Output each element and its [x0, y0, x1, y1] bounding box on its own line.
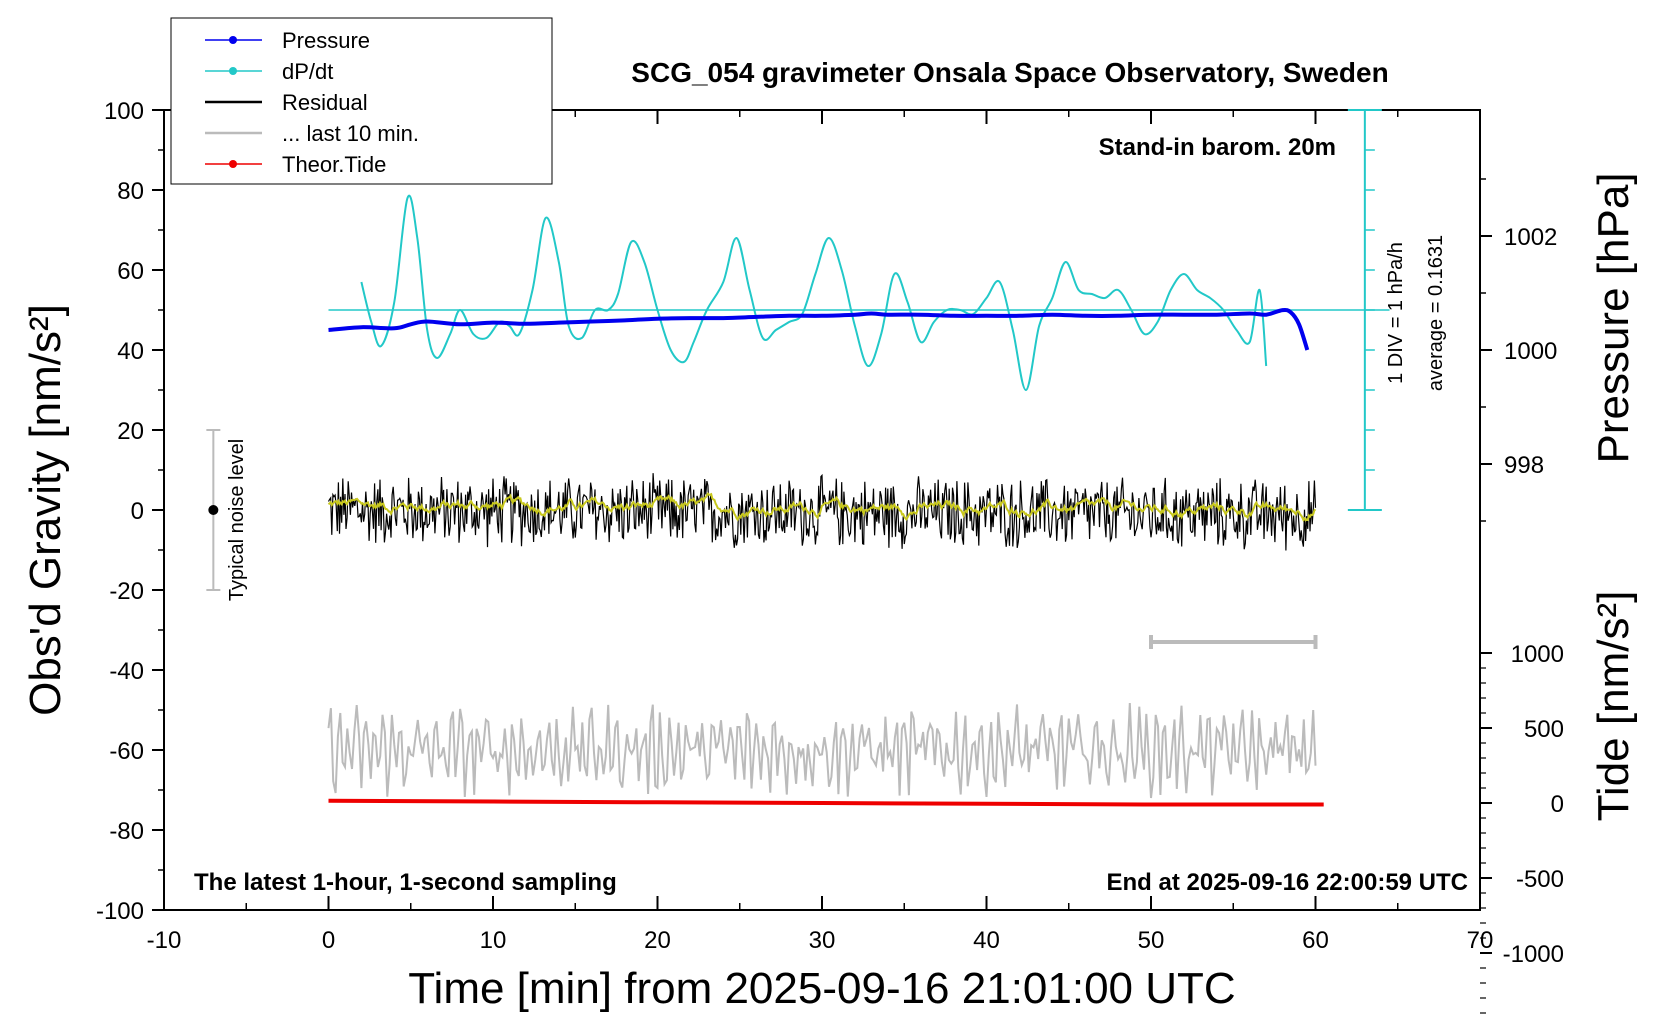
residual-smoothed-series	[327, 492, 1317, 523]
tide-axis-label: Tide [nm/s²]	[1589, 591, 1638, 822]
legend-label: Theor.Tide	[282, 152, 386, 177]
x-tick-label: -10	[147, 927, 182, 954]
end-time-annotation: End at 2025-09-16 22:00:59 UTC	[1107, 869, 1469, 896]
tide-line	[328, 798, 1324, 807]
pressure-tick-label: 998	[1504, 452, 1544, 479]
y-tick-label: 40	[117, 338, 144, 365]
tide-tick-label: -500	[1516, 866, 1564, 893]
legend: Pressure dP/dt Residual ... last 10 min. The…	[170, 17, 553, 185]
pressure-tick-label: 1002	[1504, 224, 1557, 251]
div-annotation: 1 DIV = 1 hPa/h	[1385, 242, 1407, 384]
x-tick-label: 30	[809, 927, 836, 954]
residual-series	[327, 473, 1317, 551]
legend-marker	[229, 160, 237, 168]
tide-tick-label: -1000	[1503, 941, 1564, 968]
pressure-axis-label: Pressure [hPa]	[1589, 172, 1638, 463]
noise-level-bar	[206, 429, 221, 591]
y-tick-label: -80	[109, 818, 144, 845]
pressure-series	[328, 307, 1310, 351]
tide-tick-label: -1500	[1503, 1016, 1564, 1020]
x-tick-label: 40	[973, 927, 1000, 954]
y-tick-label: 20	[117, 418, 144, 445]
pressure-axis-ticks: 998 1000 1002	[1480, 178, 1557, 522]
y-tick-label: 0	[131, 498, 144, 525]
tide-axis-ticks: -1500 -1000 -500 0 500 1000	[1480, 641, 1564, 1020]
y-tick-label: -40	[109, 658, 144, 685]
chart-title: SCG_054 gravimeter Onsala Space Observat…	[631, 57, 1388, 88]
y-tick-label: 60	[117, 258, 144, 285]
x-tick-label: 20	[644, 927, 671, 954]
dpdt-scale-bar	[328, 109, 1390, 511]
last-10-min-series	[327, 703, 1317, 799]
y-tick-label: -60	[109, 738, 144, 765]
tide-tick-label: 0	[1551, 791, 1564, 818]
legend-label: dP/dt	[282, 59, 333, 84]
x-tick-label: 0	[322, 927, 335, 954]
pressure-tick-label: 1000	[1504, 338, 1557, 365]
y-tick-label: -20	[109, 578, 144, 605]
y-axis-ticks: -100 -80 -60 -40 -20 0 20 40 60 80 100	[96, 98, 164, 925]
noise-annotation: Typical noise level	[226, 439, 248, 601]
theoretical-tide-series	[328, 798, 1324, 807]
legend-label: ... last 10 min.	[282, 121, 419, 146]
legend-marker	[229, 67, 237, 75]
x-tick-label: 60	[1302, 927, 1329, 954]
last-10-min-range-marker	[1149, 635, 1318, 649]
legend-marker	[229, 36, 237, 44]
latest-annotation: The latest 1-hour, 1-second sampling	[194, 869, 617, 896]
pressure-line	[328, 307, 1310, 351]
tide-tick-label: 1000	[1511, 641, 1564, 668]
noise-bar-center-dot	[208, 505, 219, 515]
y-tick-label: 100	[104, 98, 144, 125]
x-tick-label: 10	[480, 927, 507, 954]
residual-smoothed-line	[327, 492, 1317, 523]
y-axis-label: Obs'd Gravity [nm/s²]	[21, 304, 70, 716]
x-tick-label: 50	[1138, 927, 1165, 954]
x-axis-label: Time [min] from 2025-09-16 21:01:00 UTC	[408, 964, 1235, 1013]
tide-tick-label: 500	[1524, 716, 1564, 743]
residual-line	[327, 473, 1317, 551]
x-tick-label: 70	[1467, 927, 1494, 954]
legend-label: Pressure	[282, 28, 370, 53]
legend-label: Residual	[282, 90, 368, 115]
barometer-annotation: Stand-in barom. 20m	[1099, 134, 1336, 161]
last-10-min-line	[327, 703, 1317, 799]
y-tick-label: -100	[96, 898, 144, 925]
x-axis-ticks: -10 0 10 20 30 40 50 60 70	[147, 110, 1494, 954]
average-annotation: average = 0.1631	[1425, 235, 1447, 391]
y-tick-label: 80	[117, 178, 144, 205]
